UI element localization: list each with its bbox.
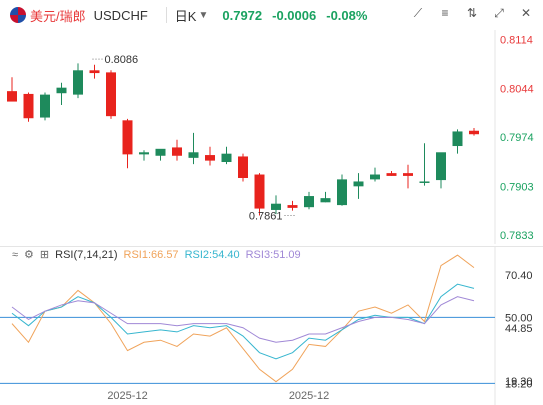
rsi-series-line (11, 254, 475, 383)
rsi2-value: RSI2:54.40 (184, 248, 240, 261)
candle-body (155, 148, 166, 156)
instrument-symbol: USDCHF (93, 7, 148, 23)
candle-body (254, 174, 265, 209)
candle-body (106, 72, 116, 117)
currency-flag-icon (10, 7, 26, 23)
candle-body (353, 181, 364, 187)
y-tick-label: 0.7974 (500, 132, 534, 144)
candle-body (452, 131, 463, 147)
rsi-title: RSI(7,14,21) (55, 248, 118, 261)
candle-body (40, 94, 50, 118)
candle-body (172, 147, 182, 156)
rsi3-value: RSI3:51.09 (245, 248, 301, 261)
high-label: 0.8086 (105, 54, 139, 66)
candle-body (320, 198, 331, 203)
candle-body (304, 196, 314, 208)
last-price: 0.7972 (222, 7, 263, 23)
candle-body (89, 70, 100, 74)
candle-body (337, 179, 347, 206)
rsi-series-line (11, 296, 475, 343)
candle-body (238, 156, 248, 178)
settings-icon[interactable]: ⚙ (24, 249, 34, 261)
toolbar-icons: ⟋ ≡ ⇅ ⤢ ✕ (411, 6, 533, 20)
divider (165, 7, 167, 23)
fullscreen-icon[interactable]: ⤢ (494, 6, 504, 20)
candle-body (287, 205, 298, 208)
checkbox-icon[interactable]: ⊞ (39, 249, 50, 261)
candle-body (122, 120, 133, 155)
candle-body (271, 203, 281, 210)
y-tick-label: 0.7903 (500, 181, 534, 193)
price-change: -0.0006 (272, 7, 317, 23)
candle-body (205, 155, 215, 161)
rsi-y-tick-label: 70.40 (505, 270, 533, 282)
candlestick-chart[interactable]: 0.8114 0.8044 0.7974 0.7903 0.7833 0.8086 0.78… (0, 30, 543, 244)
y-tick-label: 0.7833 (500, 230, 534, 242)
price-change-percent: -0.08% (326, 7, 368, 23)
low-label: 0.7861 (249, 211, 283, 223)
candle-body (139, 152, 149, 155)
y-tick-label: 0.8114 (500, 35, 533, 47)
period-selector[interactable]: 日K (174, 8, 197, 24)
candle-body (370, 174, 380, 180)
rsi-y-tick-label: 44.85 (505, 323, 533, 335)
rsi-series-line (11, 283, 475, 360)
instrument-name[interactable]: 美元/瑞郎 (30, 8, 86, 24)
drawing-icon[interactable]: ⟋ (413, 6, 423, 20)
candle-body (221, 153, 232, 163)
chevron-down-icon[interactable]: ▼ (198, 9, 209, 21)
candle-body (23, 93, 34, 119)
candle-body (403, 173, 413, 176)
candle-body (436, 152, 446, 181)
candle-body (469, 130, 479, 135)
collapse-icon[interactable]: ✕ (520, 6, 532, 20)
x-tick-label: 2025-12 (289, 390, 329, 402)
candle-body (419, 181, 430, 183)
toolbar: 美元/瑞郎 USDCHF 日K ▼ 0.7972 -0.0006 -0.08% … (0, 0, 543, 30)
rsi-y-tick-label: 18.20 (505, 378, 533, 390)
indicator-icon[interactable]: ≡ (441, 6, 449, 20)
candle-body (73, 70, 83, 95)
rsi-y-tick-label: 19.30 (505, 376, 533, 388)
candle-body (56, 87, 67, 94)
rsi1-value: RSI1:66.57 (123, 248, 179, 261)
candle-body (7, 91, 17, 102)
x-tick-label: 2025-12 (107, 390, 147, 402)
rsi-legend: ≈ ⚙ ⊞ RSI(7,14,21) RSI1:66.57 RSI2:54.40… (12, 248, 301, 262)
candle-body (386, 173, 397, 176)
rsi-y-tick-label: 50.00 (505, 312, 533, 324)
y-tick-label: 0.8044 (500, 83, 534, 95)
candle-body (188, 152, 199, 158)
compare-icon[interactable]: ⇅ (466, 6, 478, 20)
collapse-arrows-icon[interactable]: ≈ (12, 248, 19, 261)
